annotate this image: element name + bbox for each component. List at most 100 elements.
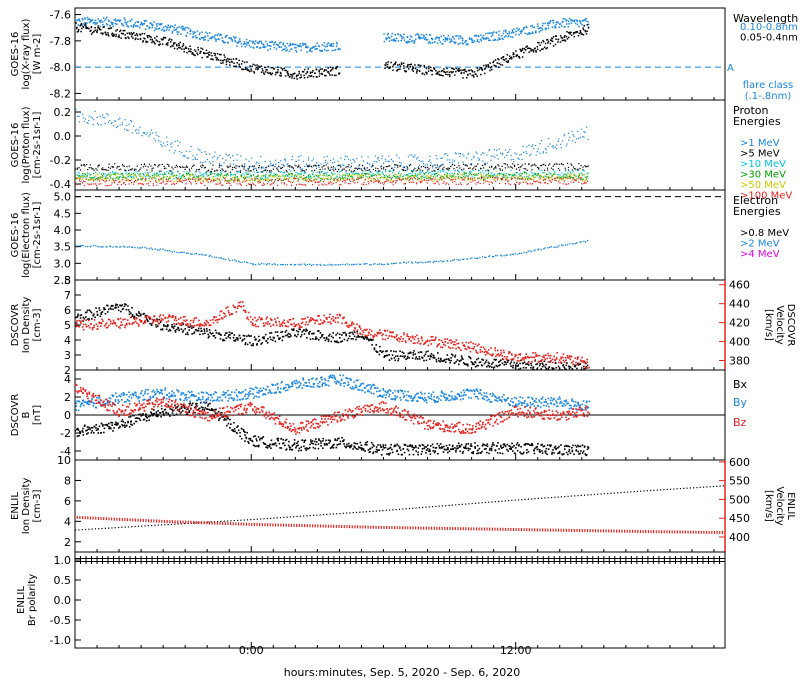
data-point [255,169,258,171]
data-point [309,71,312,74]
data-point [233,35,235,38]
data-point [576,23,579,26]
data-point [114,22,117,25]
data-point [88,18,91,20]
data-point [128,310,131,313]
data-point [118,177,120,179]
data-point [568,175,571,177]
data-point [305,328,307,331]
data-point [476,174,478,176]
data-point [465,157,468,159]
data-point [377,170,380,172]
data-point [452,67,454,70]
data-point [523,48,526,50]
data-point [199,161,202,163]
data-point [311,160,313,162]
data-point [585,126,588,128]
data-point [570,22,573,25]
data-point [219,182,221,185]
data-point [586,172,588,174]
data-point [485,65,488,68]
data-point [412,39,414,42]
data-point [429,177,431,179]
data-point [323,337,325,339]
data-point [485,174,487,176]
data-point [98,180,101,182]
data-point [137,247,139,249]
data-point [407,156,409,158]
data-point [143,312,145,315]
data-point [205,254,207,256]
data-point [138,174,140,176]
data-point [135,177,137,179]
data-point [77,24,80,26]
data-point [576,242,578,244]
data-point [83,317,86,320]
data-point [79,111,81,114]
data-point [552,145,554,147]
data-point [327,180,329,183]
data-point [586,177,588,179]
data-point [429,261,431,263]
data-point [487,172,489,174]
data-point [423,179,426,182]
data-point [257,178,259,180]
data-layer [75,239,589,267]
data-point [87,245,89,248]
data-point [110,21,112,24]
data-point [336,179,338,181]
data-point [586,30,588,32]
data-point [100,177,102,179]
data-point [104,179,106,181]
data-point [448,38,451,40]
data-point [396,175,398,178]
data-point [126,129,128,131]
data-point [368,176,370,178]
data-point [140,167,142,169]
data-point [137,315,140,317]
data-point [547,145,549,147]
data-point [427,70,430,72]
data-point [302,44,304,46]
data-point [569,177,571,179]
data-point [266,171,268,173]
data-point [110,27,113,29]
data-point [535,180,537,183]
data-point [154,248,156,250]
data-point [328,333,331,336]
data-point [227,258,230,260]
data-point [256,64,258,66]
data-point [326,71,329,73]
data-point [584,30,587,33]
data-point [143,23,146,25]
data-point [119,304,121,307]
data-point [512,163,514,165]
data-point [209,162,212,164]
data-point [471,159,473,161]
data-point [216,57,219,60]
data-point [535,173,537,175]
data-point [392,39,395,41]
data-point [414,67,417,70]
data-point [90,29,92,32]
data-point [454,74,456,76]
data-point [513,174,516,177]
data-point [83,184,85,187]
data-point [552,165,554,167]
data-point [81,164,83,167]
data-point [216,174,218,176]
data-point [238,180,240,182]
data-point [121,121,123,124]
data-point [291,173,293,175]
data-point [371,163,374,165]
data-point [246,173,248,175]
data-point [131,168,133,170]
data-point [541,24,544,27]
data-point [149,132,151,134]
data-point [193,164,195,166]
data-point [142,177,145,179]
data-point [145,179,147,181]
data-point [440,70,443,73]
data-point [290,176,292,179]
data-point [510,176,513,178]
